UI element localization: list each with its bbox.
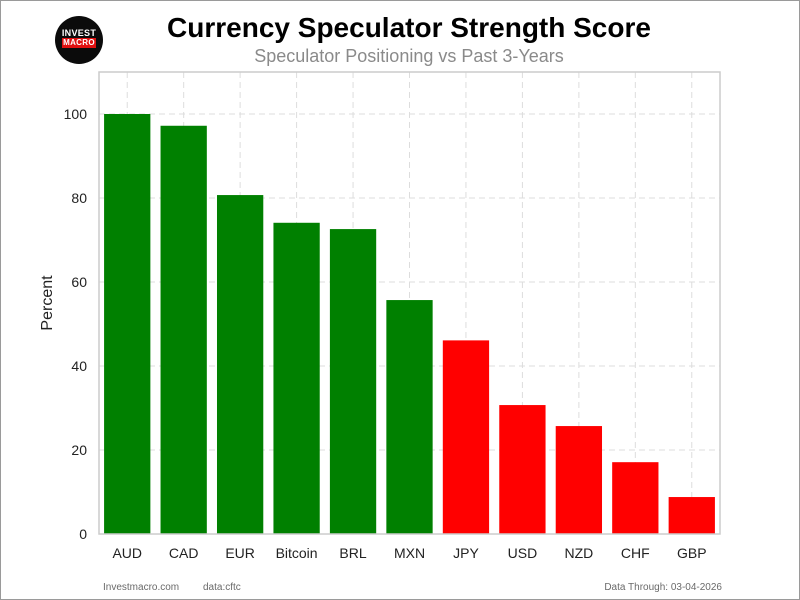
bar-mxn bbox=[386, 300, 433, 534]
y-tick-labels: 0 20 40 60 80 100 bbox=[64, 106, 88, 542]
y-tick-label: 100 bbox=[64, 106, 88, 122]
bar-eur bbox=[216, 195, 264, 534]
bars bbox=[104, 114, 715, 534]
chart-subtitle: Speculator Positioning vs Past 3-Years bbox=[254, 46, 564, 66]
logo-bottom-text: MACRO bbox=[62, 38, 96, 48]
x-tick-label: JPY bbox=[453, 545, 479, 561]
bar-bitcoin bbox=[273, 222, 320, 534]
x-tick-label: AUD bbox=[112, 545, 142, 561]
x-tick-label: GBP bbox=[677, 545, 707, 561]
y-tick-label: 40 bbox=[71, 358, 87, 374]
bar-usd bbox=[499, 405, 546, 534]
bar-nzd bbox=[555, 426, 603, 534]
footer-source: data:cftc bbox=[203, 582, 241, 593]
bar-cad bbox=[160, 125, 207, 534]
bar-jpy bbox=[442, 340, 490, 534]
plot-area-border bbox=[98, 71, 721, 535]
x-tick-labels: AUD CAD EUR Bitcoin BRL MXN JPY USD NZD CHF GBP bbox=[112, 545, 706, 561]
footer-data-through: Data Through: 03-04-2026 bbox=[604, 582, 722, 593]
x-tick-label: MXN bbox=[394, 545, 425, 561]
x-tick-label: EUR bbox=[225, 545, 255, 561]
x-tick-label: USD bbox=[508, 545, 538, 561]
investmacro-logo: INVEST MACRO bbox=[55, 16, 103, 64]
footer-site: Investmacro.com bbox=[103, 582, 180, 593]
y-axis-label: Percent bbox=[39, 275, 56, 331]
x-tick-label: BRL bbox=[339, 545, 366, 561]
chart-title: Currency Speculator Strength Score bbox=[167, 12, 651, 43]
x-tick-label: CAD bbox=[169, 545, 199, 561]
x-tick-label: NZD bbox=[564, 545, 593, 561]
bar-aud bbox=[104, 114, 151, 534]
y-tick-label: 80 bbox=[71, 190, 87, 206]
bar-gbp bbox=[668, 497, 715, 534]
y-tick-label: 0 bbox=[79, 526, 87, 542]
bar-chf bbox=[612, 462, 659, 534]
x-tick-label: Bitcoin bbox=[276, 545, 318, 561]
bar-brl bbox=[329, 229, 377, 534]
y-tick-label: 60 bbox=[71, 274, 87, 290]
y-tick-label: 20 bbox=[71, 442, 87, 458]
logo-top-text: INVEST bbox=[61, 28, 97, 38]
x-tick-label: CHF bbox=[621, 545, 650, 561]
